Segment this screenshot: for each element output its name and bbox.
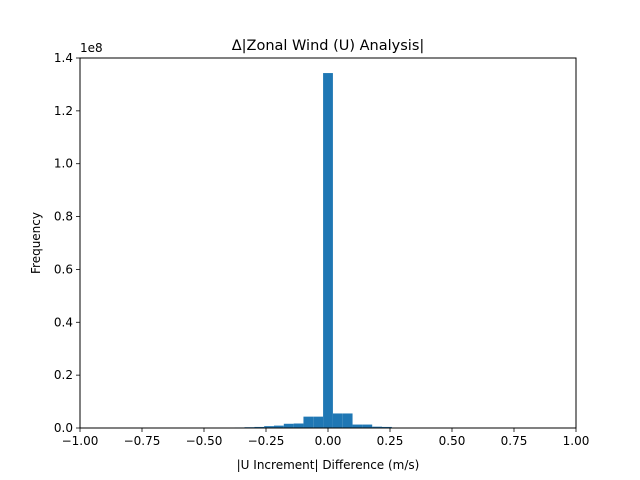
y-axis-label: Frequency — [29, 212, 43, 274]
y-tick-label: 0.8 — [54, 210, 73, 224]
x-tick-label: −1.00 — [62, 434, 99, 448]
plot-frame — [79, 57, 577, 429]
y-tick-label: 1.0 — [54, 157, 73, 171]
histogram-bar-4 — [264, 426, 274, 428]
histogram-bar-12 — [342, 413, 353, 428]
x-tick-label: −0.25 — [248, 434, 285, 448]
y-axis-offset-label: 1e8 — [80, 41, 103, 55]
histogram-bar-9 — [313, 416, 324, 428]
x-tick-label: −0.50 — [186, 434, 223, 448]
histogram-bar-8 — [303, 416, 314, 428]
chart-title: Δ|Zonal Wind (U) Analysis| — [232, 38, 425, 54]
histogram-bar-15 — [372, 426, 383, 428]
histogram-bar-13 — [352, 424, 363, 428]
histogram-bars — [224, 73, 392, 428]
y-tick-label: 0.6 — [54, 262, 73, 276]
x-tick-label: 0.50 — [439, 434, 466, 448]
histogram-bar-7 — [293, 423, 304, 428]
x-tick-label: 0.25 — [377, 434, 404, 448]
y-tick-label: 1.4 — [54, 51, 73, 65]
x-tick-label: 0.00 — [315, 434, 342, 448]
x-axis-ticks: −1.00 −0.75 −0.50 −0.25 0.00 0.25 0.50 0.75 1.00 — [62, 428, 590, 448]
x-axis-label: |U Increment| Difference (m/s) — [237, 458, 420, 472]
y-tick-label: 0.2 — [54, 368, 73, 382]
y-axis-ticks: 0.0 0.2 0.4 0.6 0.8 1.0 1.2 1.4 — [54, 51, 80, 435]
histogram-bar-14 — [362, 424, 373, 428]
x-tick-label: −0.75 — [124, 434, 161, 448]
y-tick-label: 1.2 — [54, 104, 73, 118]
x-tick-label: 0.75 — [501, 434, 528, 448]
histogram-bar-11 — [332, 413, 343, 428]
y-tick-label: 0.4 — [54, 315, 73, 329]
histogram-bar-16 — [382, 426, 392, 428]
histogram-bar-5 — [273, 425, 284, 428]
histogram-bar-10 — [323, 73, 333, 428]
y-tick-label: 0.0 — [54, 421, 73, 435]
histogram-bar-3 — [254, 426, 265, 428]
histogram-bar-6 — [283, 423, 294, 428]
x-tick-label: 1.00 — [563, 434, 590, 448]
